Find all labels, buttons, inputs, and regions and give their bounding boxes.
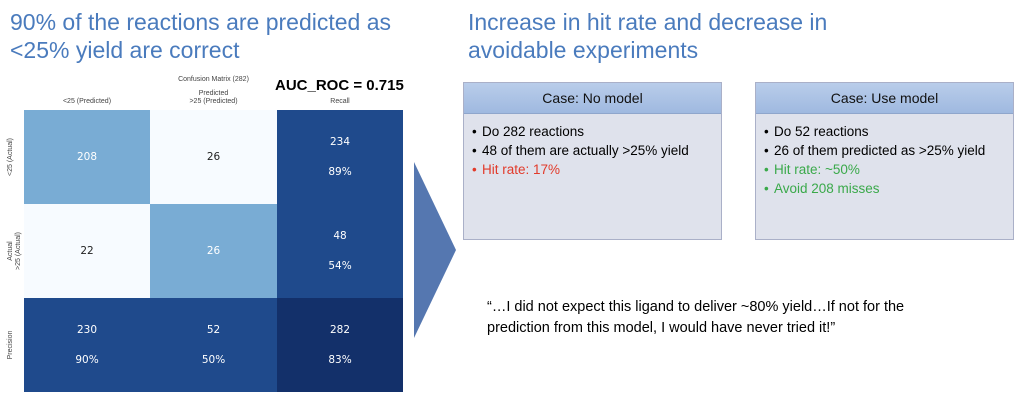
matrix-cell: 26 bbox=[150, 110, 277, 204]
matrix-cell: 48 54% bbox=[277, 204, 403, 298]
list-item: Do 52 reactions bbox=[764, 122, 1013, 141]
row-header: <25 (Actual) bbox=[7, 138, 14, 176]
cell-value: 208 bbox=[76, 151, 98, 163]
row-header: Precision bbox=[7, 330, 14, 360]
cell-value: 26 bbox=[206, 151, 221, 163]
quote-text: “…I did not expect this ligand to delive… bbox=[487, 299, 905, 336]
column-header: Predicted >25 (Predicted) bbox=[189, 90, 238, 105]
list-item: Hit rate: 17% bbox=[472, 160, 721, 179]
cell-percent: 89% bbox=[328, 166, 352, 178]
list-item: Do 282 reactions bbox=[472, 122, 721, 141]
matrix-cell: 230 90% bbox=[24, 298, 150, 392]
matrix-cell: 52 50% bbox=[150, 298, 277, 392]
case-no-model-box: Case: No model Do 282 reactions 48 of th… bbox=[463, 82, 722, 240]
case-no-model-header: Case: No model bbox=[464, 83, 721, 114]
case-use-model-box: Case: Use model Do 52 reactions 26 of th… bbox=[755, 82, 1014, 240]
list-item: 48 of them are actually >25% yield bbox=[472, 141, 721, 160]
list-item: Hit rate: ~50% bbox=[764, 160, 1013, 179]
matrix-cell: 26 bbox=[150, 204, 277, 298]
cell-percent: 50% bbox=[201, 354, 226, 366]
matrix-cell: 234 89% bbox=[277, 110, 403, 204]
matrix-cell: 282 83% bbox=[277, 298, 403, 392]
cell-value: 52 bbox=[206, 324, 221, 336]
list-item: Avoid 208 misses bbox=[764, 179, 1013, 198]
arrow-icon bbox=[414, 162, 456, 338]
cell-value: 282 bbox=[329, 324, 351, 336]
left-title: 90% of the reactions are predicted as <2… bbox=[10, 9, 392, 63]
cell-percent: 83% bbox=[328, 354, 352, 366]
list-item: 26 of them predicted as >25% yield bbox=[764, 141, 1013, 160]
cell-value: 26 bbox=[206, 245, 221, 257]
matrix-title: Confusion Matrix (282) bbox=[178, 76, 249, 83]
column-header: <25 (Predicted) bbox=[62, 98, 112, 105]
column-header: Recall bbox=[330, 98, 350, 105]
cell-value: 22 bbox=[80, 245, 94, 257]
cell-value: 230 bbox=[76, 324, 98, 336]
case-use-model-header: Case: Use model bbox=[756, 83, 1013, 114]
auc-roc-label: AUC_ROC = 0.715 bbox=[275, 77, 404, 94]
row-header: Actual >25 (Actual) bbox=[7, 232, 22, 270]
cell-percent: 54% bbox=[328, 260, 352, 272]
cell-value: 234 bbox=[329, 136, 351, 148]
cell-percent: 90% bbox=[75, 354, 99, 366]
matrix-cell: 22 bbox=[24, 204, 150, 298]
right-title: Increase in hit rate and decrease in avo… bbox=[468, 9, 828, 63]
matrix-cell: 208 bbox=[24, 110, 150, 204]
cell-value: 48 bbox=[333, 230, 347, 242]
